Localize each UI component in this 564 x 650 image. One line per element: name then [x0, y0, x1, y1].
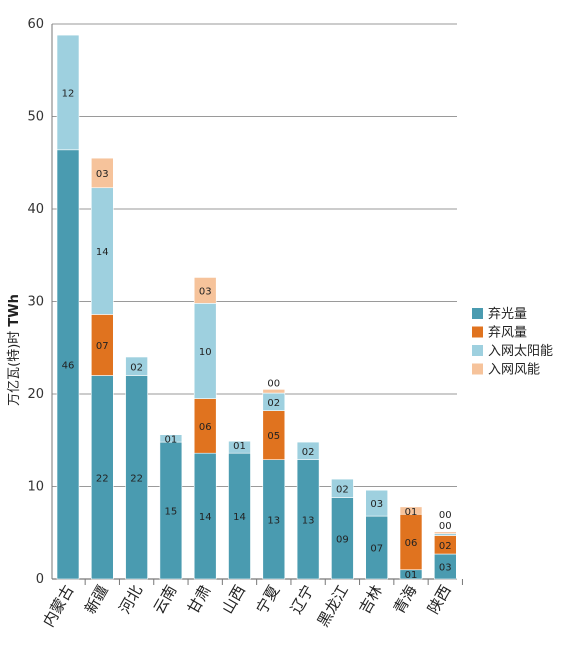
- bar-data-label: 07: [370, 544, 383, 555]
- y-tick-label: 20: [27, 387, 44, 402]
- bar-data-label: 22: [130, 473, 143, 484]
- category-label: 青海: [390, 582, 421, 617]
- bar-data-label: 03: [439, 563, 452, 574]
- bar-segment: [91, 157, 114, 189]
- bar-data-label: 03: [96, 169, 109, 180]
- y-tick-label: 0: [36, 572, 44, 587]
- bar-data-label: 00: [439, 521, 452, 532]
- legend-swatch: [472, 345, 483, 356]
- bar-segment: [193, 277, 217, 304]
- bar-data-label: 13: [302, 515, 315, 526]
- category-label: 宁夏: [253, 582, 284, 617]
- y-axis-title: 万亿瓦(特)时 TWh: [7, 294, 22, 406]
- legend-swatch: [472, 308, 483, 319]
- category-label: 河北: [115, 582, 146, 617]
- category-label: 内蒙古: [39, 582, 77, 630]
- bar-data-label: 02: [439, 541, 452, 552]
- bar-segment: [433, 531, 457, 534]
- bar-data-label: 46: [62, 360, 75, 371]
- bar-data-label: 14: [199, 512, 212, 523]
- legend-label: 弃风量: [488, 326, 527, 341]
- bar-data-label: 00: [267, 378, 280, 389]
- legend-label: 入网风能: [488, 363, 540, 378]
- bar-segment: [56, 34, 80, 151]
- bar-data-label: 02: [267, 398, 280, 409]
- legend-swatch: [472, 326, 483, 338]
- bar-data-label: 00: [439, 510, 452, 521]
- category-label: 黑龙江: [314, 582, 352, 630]
- bar-data-label: 03: [370, 499, 383, 510]
- category-label: 辽宁: [287, 582, 318, 617]
- bar-data-label: 09: [336, 534, 349, 545]
- bar-data-label: 02: [302, 447, 315, 458]
- category-label: 陕西: [424, 582, 455, 617]
- bar-data-label: 01: [233, 441, 246, 452]
- category-label: 山西: [218, 582, 249, 617]
- bar-segment: [262, 389, 286, 394]
- bar-data-label: 10: [199, 347, 212, 358]
- legend-label: 入网太阳能: [488, 344, 553, 359]
- y-axis-unit: TWh: [7, 294, 22, 326]
- y-tick-label: 30: [27, 295, 44, 310]
- bar-data-label: 07: [96, 341, 109, 352]
- bar-data-label: 22: [96, 473, 109, 484]
- bar-data-label: 14: [233, 512, 246, 523]
- bar-data-label: 06: [405, 538, 418, 549]
- category-label: 吉林: [356, 582, 387, 617]
- bar-data-label: 02: [336, 484, 349, 495]
- bar-segment: [331, 478, 354, 498]
- category-label: 甘肃: [184, 582, 215, 617]
- category-label: 新疆: [81, 582, 112, 617]
- y-tick-label: 50: [27, 110, 44, 125]
- bar-data-label: 03: [199, 286, 212, 297]
- y-tick-label: 10: [27, 480, 44, 495]
- bar-data-label: 06: [199, 422, 212, 433]
- bar-segment: [365, 489, 389, 517]
- bar-data-label: 13: [267, 515, 280, 526]
- category-label: 云南: [150, 582, 181, 617]
- bar-segment: [228, 440, 251, 454]
- legend-swatch: [472, 363, 483, 375]
- y-axis-title-text: 万亿瓦(特)时: [7, 327, 22, 406]
- legend-label: 弃光量: [488, 307, 527, 322]
- bar-segment: [399, 506, 423, 515]
- bar-data-label: 14: [96, 247, 109, 258]
- bar-data-label: 01: [405, 570, 418, 581]
- bar-segment: [159, 434, 183, 443]
- bar-data-label: 05: [267, 431, 280, 442]
- bar-segment: [296, 441, 320, 460]
- bar-data-label: 01: [165, 435, 178, 446]
- bar-data-label: 12: [62, 88, 75, 99]
- y-tick-label: 40: [27, 202, 44, 217]
- bar-data-label: 02: [130, 362, 143, 373]
- bar-segment: [125, 356, 148, 376]
- y-tick-label: 60: [27, 17, 44, 32]
- bar-data-label: 01: [405, 507, 418, 518]
- bar-data-label: 15: [165, 507, 178, 518]
